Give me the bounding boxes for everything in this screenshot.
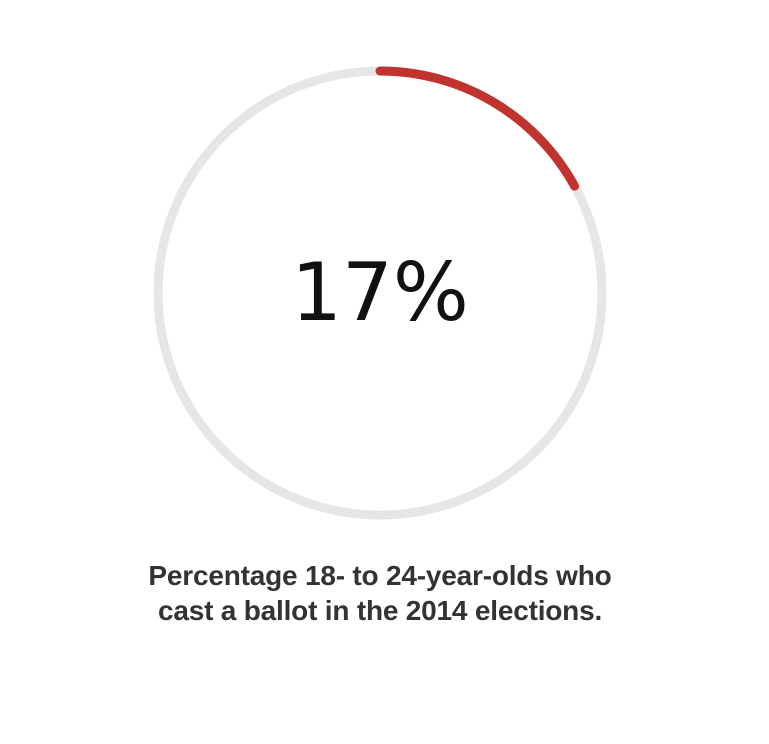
chart-caption: Percentage 18- to 24-year-olds who cast … [148, 560, 612, 626]
gauge-progress-arc [375, 66, 580, 191]
gauge-value-label: 17% [291, 246, 469, 339]
